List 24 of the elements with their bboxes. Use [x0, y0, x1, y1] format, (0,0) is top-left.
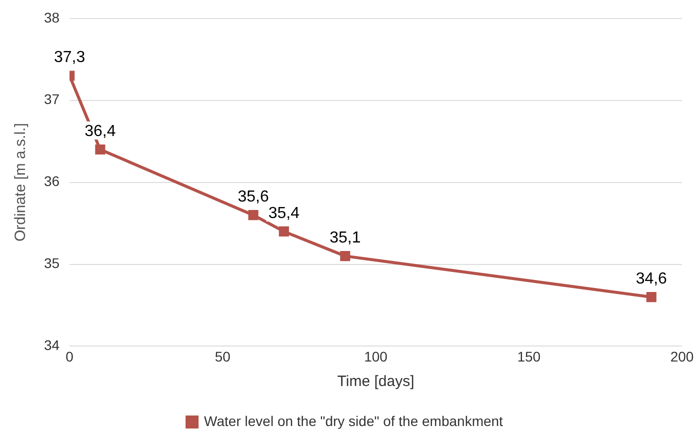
x-tick-label: 100: [364, 348, 388, 364]
data-label: 37,3: [54, 49, 86, 66]
data-label: 35,1: [330, 229, 361, 246]
legend-label: Water level on the "dry side" of the embankment: [204, 412, 504, 429]
y-tick-label: 38: [44, 9, 60, 26]
point: [340, 251, 350, 262]
x-tick-label: 200: [670, 348, 694, 364]
x-tick-label: 0: [66, 348, 74, 364]
point: [646, 292, 656, 302]
point: [95, 144, 106, 155]
data-label: 34,6: [636, 270, 668, 288]
x-axis-title: Time [days]: [337, 373, 414, 390]
y-tick-label: 37: [44, 91, 60, 108]
y-tick-label: 34: [44, 337, 60, 354]
x-tick-label: 150: [517, 348, 541, 364]
point: [278, 226, 289, 237]
data-label: 35,6: [238, 188, 269, 206]
y-tick-label: 35: [44, 255, 60, 272]
data-label: 36,4: [84, 122, 116, 140]
data-label: 35,4: [268, 204, 300, 222]
y-axis-title: Ordinate [m a.s.l.]: [12, 123, 30, 242]
y-tick-label: 36: [44, 173, 60, 190]
point: [248, 210, 258, 220]
x-tick-label: 50: [214, 348, 231, 364]
